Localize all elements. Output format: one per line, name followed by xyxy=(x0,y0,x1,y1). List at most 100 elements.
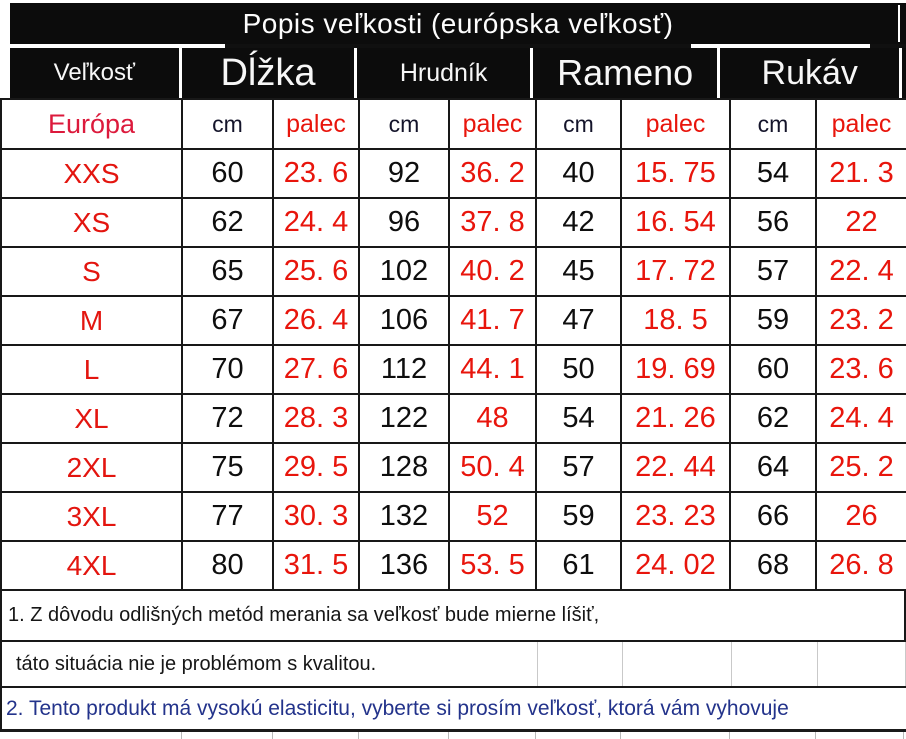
empty-cell xyxy=(815,732,904,739)
column-header-chest: Hrudník xyxy=(357,48,530,98)
cell-shoulder-cm: 40 xyxy=(535,148,622,199)
cell-sleeve-in: 21. 3 xyxy=(815,148,906,199)
cell-sleeve-in: 22. 4 xyxy=(815,246,906,297)
cell-shoulder-in: 18. 5 xyxy=(620,295,731,346)
chart-title-bar: Popis veľkosti (európska veľkosť) xyxy=(10,3,906,44)
sleeve-inch-label: palec xyxy=(815,98,906,150)
table-row: 4XL 80 31. 5 136 53. 5 61 24. 02 68 26. 8 xyxy=(0,540,906,591)
cell-chest-cm: 136 xyxy=(358,540,450,591)
length-inch-label: palec xyxy=(272,98,360,150)
note-measurement-2: táto situácia nie je problémom s kvalito… xyxy=(0,642,906,688)
cell-shoulder-in: 17. 72 xyxy=(620,246,731,297)
cell-size: M xyxy=(0,295,183,346)
table-row: XL 72 28. 3 122 48 54 21. 26 62 24. 4 xyxy=(0,393,906,444)
empty-cell xyxy=(272,732,358,739)
cell-shoulder-cm: 61 xyxy=(535,540,622,591)
empty-cell xyxy=(817,642,906,686)
cell-size: 4XL xyxy=(0,540,183,591)
cell-chest-cm: 112 xyxy=(358,344,450,395)
cell-sleeve-cm: 68 xyxy=(729,540,817,591)
cell-shoulder-cm: 54 xyxy=(535,393,622,444)
cell-size: 2XL xyxy=(0,442,183,493)
cell-len-in: 26. 4 xyxy=(272,295,360,346)
cell-shoulder-cm: 45 xyxy=(535,246,622,297)
cell-sleeve-in: 22 xyxy=(815,197,906,248)
cell-sleeve-cm: 59 xyxy=(729,295,817,346)
cell-len-cm: 75 xyxy=(181,442,274,493)
cell-chest-in: 41. 7 xyxy=(448,295,537,346)
shoulder-cm-label: cm xyxy=(535,98,622,150)
table-row: 2XL 75 29. 5 128 50. 4 57 22. 44 64 25. 2 xyxy=(0,442,906,493)
cell-shoulder-cm: 47 xyxy=(535,295,622,346)
cell-len-cm: 65 xyxy=(181,246,274,297)
cell-sleeve-cm: 66 xyxy=(729,491,817,542)
table-row: L 70 27. 6 112 44. 1 50 19. 69 60 23. 6 xyxy=(0,344,906,395)
cell-size: S xyxy=(0,246,183,297)
shoulder-inch-label: palec xyxy=(620,98,731,150)
empty-cell xyxy=(731,642,817,686)
cell-shoulder-in: 23. 23 xyxy=(620,491,731,542)
cell-sleeve-in: 23. 2 xyxy=(815,295,906,346)
cell-len-in: 23. 6 xyxy=(272,148,360,199)
band-gap-divider xyxy=(10,44,906,48)
column-header-size: Veľkosť xyxy=(10,48,179,98)
length-cm-label: cm xyxy=(181,98,274,150)
table-row: 3XL 77 30. 3 132 52 59 23. 23 66 26 xyxy=(0,491,906,542)
table-row: XS 62 24. 4 96 37. 8 42 16. 54 56 22 xyxy=(0,197,906,248)
cell-shoulder-in: 21. 26 xyxy=(620,393,731,444)
cell-sleeve-in: 26 xyxy=(815,491,906,542)
cell-shoulder-cm: 50 xyxy=(535,344,622,395)
size-table: Európa cm palec cm palec cm palec cm pal… xyxy=(0,98,906,591)
page-title: Popis veľkosti (európska veľkosť) xyxy=(242,7,674,39)
empty-cell xyxy=(0,732,181,739)
note-elasticity-text: 2. Tento produkt má vysokú elasticitu, v… xyxy=(6,696,789,720)
cell-chest-cm: 122 xyxy=(358,393,450,444)
cell-len-in: 30. 3 xyxy=(272,491,360,542)
cell-shoulder-cm: 57 xyxy=(535,442,622,493)
cell-len-cm: 60 xyxy=(181,148,274,199)
cell-chest-cm: 128 xyxy=(358,442,450,493)
cell-len-in: 25. 6 xyxy=(272,246,360,297)
cell-chest-in: 40. 2 xyxy=(448,246,537,297)
cell-chest-cm: 132 xyxy=(358,491,450,542)
cell-len-cm: 70 xyxy=(181,344,274,395)
cell-shoulder-in: 19. 69 xyxy=(620,344,731,395)
cell-sleeve-cm: 64 xyxy=(729,442,817,493)
header-edge-sliver xyxy=(902,48,906,98)
partial-row-strip xyxy=(0,732,906,739)
empty-cell xyxy=(537,642,622,686)
cell-shoulder-cm: 42 xyxy=(535,197,622,248)
note-measurement-2-text: táto situácia nie je problémom s kvalito… xyxy=(16,652,377,675)
column-header-row: Veľkosť Dĺžka Hrudník Rameno Rukáv xyxy=(10,48,906,98)
cell-size: XS xyxy=(0,197,183,248)
cell-chest-in: 48 xyxy=(448,393,537,444)
cell-size: XL xyxy=(0,393,183,444)
cell-chest-cm: 92 xyxy=(358,148,450,199)
cell-len-in: 29. 5 xyxy=(272,442,360,493)
region-label: Európa xyxy=(0,98,183,150)
empty-cell xyxy=(729,732,815,739)
cell-len-cm: 62 xyxy=(181,197,274,248)
empty-cell xyxy=(358,732,448,739)
cell-chest-in: 36. 2 xyxy=(448,148,537,199)
cell-chest-cm: 102 xyxy=(358,246,450,297)
cell-sleeve-cm: 57 xyxy=(729,246,817,297)
cell-shoulder-in: 15. 75 xyxy=(620,148,731,199)
empty-cell xyxy=(535,732,620,739)
cell-len-cm: 80 xyxy=(181,540,274,591)
cell-sleeve-cm: 62 xyxy=(729,393,817,444)
cell-len-cm: 72 xyxy=(181,393,274,444)
note-measurement-1: 1. Z dôvodu odlišných metód merania sa v… xyxy=(0,591,906,642)
cell-len-cm: 67 xyxy=(181,295,274,346)
cell-chest-in: 53. 5 xyxy=(448,540,537,591)
column-header-sleeve: Rukáv xyxy=(720,48,900,98)
empty-cell xyxy=(620,732,729,739)
cell-chest-cm: 96 xyxy=(358,197,450,248)
unit-header-row: Európa cm palec cm palec cm palec cm pal… xyxy=(0,98,906,150)
note-measurement-1-text: 1. Z dôvodu odlišných metód merania sa v… xyxy=(8,604,600,626)
empty-cell xyxy=(448,732,535,739)
cell-sleeve-cm: 56 xyxy=(729,197,817,248)
cell-size: 3XL xyxy=(0,491,183,542)
table-body: XXS 60 23. 6 92 36. 2 40 15. 75 54 21. 3 XS 62 24. … xyxy=(0,148,906,591)
